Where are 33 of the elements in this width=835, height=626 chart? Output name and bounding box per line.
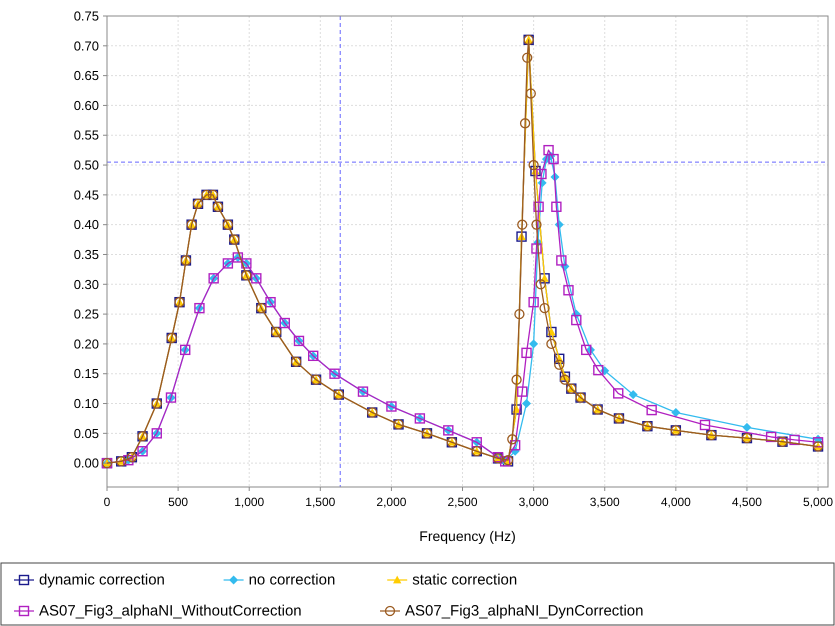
y-tick-label: 0.75 xyxy=(74,8,99,24)
y-tick-label: 0.40 xyxy=(74,217,99,232)
legend-label: AS07_Fig3_alphaNI_DynCorrection xyxy=(405,602,644,620)
x-tick-label: 3,500 xyxy=(590,495,620,509)
y-tick-label: 0.45 xyxy=(74,187,99,202)
y-tick-label: 0.55 xyxy=(74,128,99,143)
x-axis-title: Frequency (Hz) xyxy=(419,528,516,544)
x-tick-label: 1,500 xyxy=(305,495,336,509)
legend-label: static correction xyxy=(412,572,518,588)
y-tick-label: 0.05 xyxy=(74,426,99,441)
y-tick-label: 0.00 xyxy=(74,456,99,471)
x-tick-label: 500 xyxy=(168,495,188,509)
y-tick-label: 0.25 xyxy=(74,306,99,322)
x-tick-label: 2,500 xyxy=(448,495,478,509)
y-tick-label: 0.60 xyxy=(74,98,99,113)
x-tick-label: 2,000 xyxy=(376,495,407,509)
y-tick-label: 0.20 xyxy=(74,336,99,352)
x-tick-label: 3,000 xyxy=(518,495,549,509)
y-tick-label: 0.65 xyxy=(74,68,99,84)
x-tick-label: 0 xyxy=(104,495,111,509)
x-tick-label: 5,000 xyxy=(803,495,834,509)
y-tick-label: 0.70 xyxy=(74,38,99,54)
y-tick-label: 0.50 xyxy=(74,158,99,173)
y-tick-label: 0.10 xyxy=(74,396,99,412)
y-tick-label: 0.30 xyxy=(74,276,99,292)
legend-label: no correction xyxy=(248,572,336,588)
y-tick-label: 0.35 xyxy=(74,246,99,262)
legend-label: AS07_Fig3_alphaNI_WithoutCorrection xyxy=(39,602,302,620)
x-tick-label: 1,000 xyxy=(234,495,265,509)
y-tick-label: 0.15 xyxy=(74,366,99,382)
x-tick-label: 4,500 xyxy=(732,495,762,509)
legend-label: dynamic correction xyxy=(39,572,165,588)
x-tick-label: 4,000 xyxy=(660,495,692,509)
